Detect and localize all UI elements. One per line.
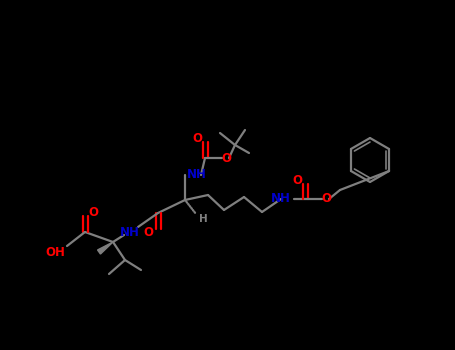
Polygon shape (97, 242, 113, 254)
Text: NH: NH (271, 193, 291, 205)
Text: O: O (143, 226, 153, 239)
Text: O: O (192, 132, 202, 145)
Text: H: H (199, 214, 207, 224)
Text: O: O (292, 174, 302, 187)
Text: O: O (321, 193, 331, 205)
Text: O: O (88, 205, 98, 218)
Text: OH: OH (45, 245, 65, 259)
Text: O: O (221, 152, 231, 164)
Text: NH: NH (187, 168, 207, 182)
Text: NH: NH (120, 226, 140, 239)
